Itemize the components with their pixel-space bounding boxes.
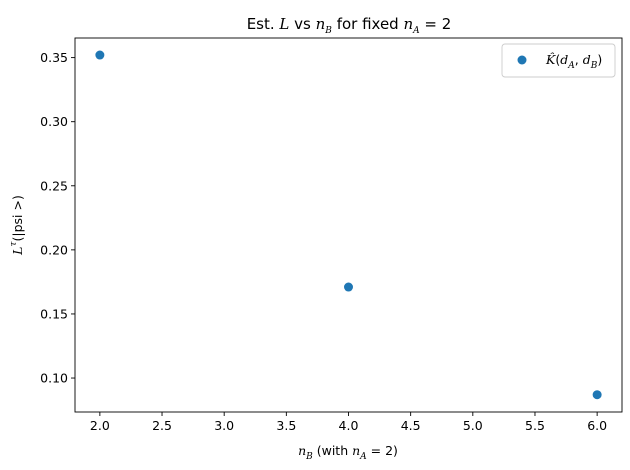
y-axis-ticks: 0.10 0.15 0.20 0.25 0.30 0.35 — [40, 50, 75, 386]
y-tick-label: 0.20 — [40, 242, 68, 257]
legend-box — [501, 43, 616, 78]
x-tick-label: 3.5 — [276, 418, 296, 433]
x-tick-label: 4.0 — [339, 418, 359, 433]
legend-marker — [517, 55, 527, 65]
y-axis-label: Lτ(|psi >) — [9, 195, 25, 256]
x-tick-label: 2.0 — [90, 418, 110, 433]
data-point — [344, 282, 353, 292]
x-tick-label: 5.5 — [525, 418, 545, 433]
y-tick-label: 0.10 — [40, 371, 68, 386]
x-axis-label: nB (with nA = 2) — [298, 443, 398, 462]
y-tick-label: 0.30 — [40, 114, 68, 129]
x-tick-label: 6.0 — [587, 418, 607, 433]
x-tick-label: 5.0 — [463, 418, 483, 433]
legend: K̂(dA, dB) — [501, 43, 616, 78]
x-tick-label: 2.5 — [152, 418, 172, 433]
legend-label: K̂(dA, dB) — [545, 52, 602, 71]
data-point — [592, 390, 602, 400]
plot-area — [74, 37, 623, 413]
x-axis-ticks: 2.0 2.5 3.0 3.5 4.0 4.5 5.0 5.5 6.0 — [90, 412, 607, 433]
y-tick-label: 0.25 — [40, 178, 68, 193]
data-point — [95, 50, 105, 60]
chart-title: Est. L vs nB for fixed nA = 2 — [247, 15, 452, 36]
x-tick-label: 3.0 — [214, 418, 234, 433]
data-points — [95, 50, 602, 400]
x-tick-label: 4.5 — [401, 418, 421, 433]
y-tick-label: 0.15 — [40, 306, 68, 321]
y-tick-label: 0.35 — [40, 50, 68, 65]
